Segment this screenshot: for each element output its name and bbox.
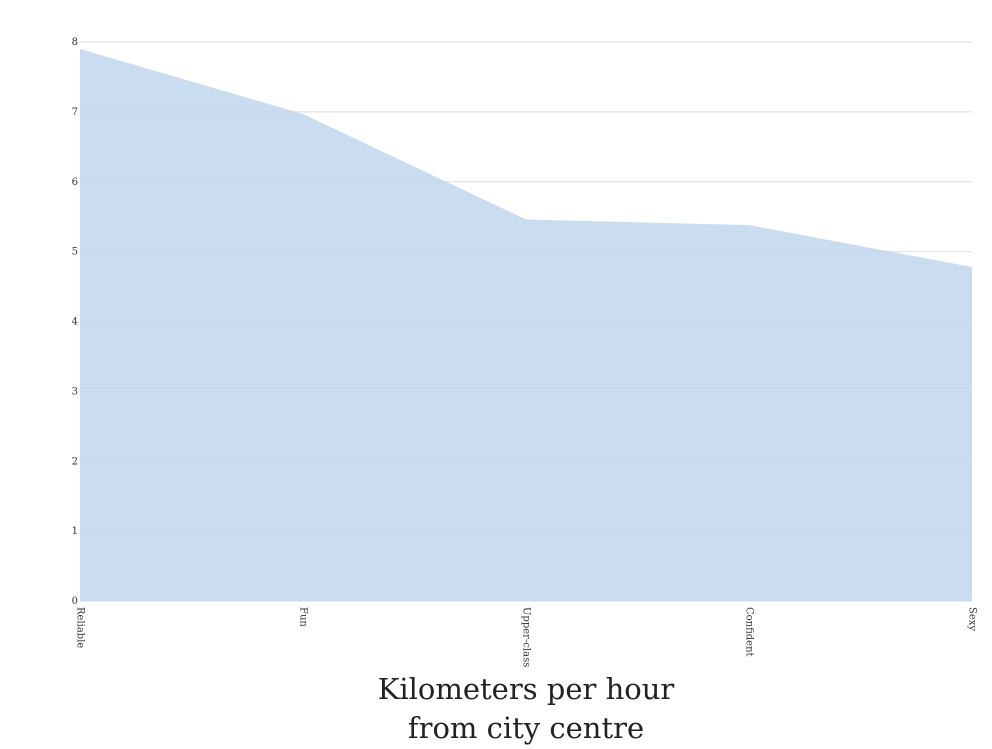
area-path [80,48,972,602]
area-series [80,48,972,602]
x-tick-label: Fun [298,607,309,627]
y-tick-label: 0 [72,596,78,607]
y-tick-label: 2 [72,456,78,467]
y-tick-label: 4 [72,317,78,328]
x-axis-title: Kilometers per hour from city centre [377,672,675,745]
y-tick-label: 8 [72,37,78,48]
y-axis-ticks: 0 1 2 3 4 5 6 7 8 [72,37,78,607]
y-tick-label: 7 [72,107,78,118]
x-axis-ticks: Reliable Fun Upper-class Confident Sexy [75,607,978,667]
y-tick-label: 6 [72,177,78,188]
y-tick-label: 1 [72,526,78,537]
x-tick-label: Reliable [75,607,86,648]
y-tick-label: 3 [72,386,78,397]
x-tick-label: Sexy [967,607,978,631]
x-tick-label: Confident [744,607,755,657]
y-tick-label: 5 [72,247,78,258]
x-tick-label: Upper-class [521,607,532,667]
